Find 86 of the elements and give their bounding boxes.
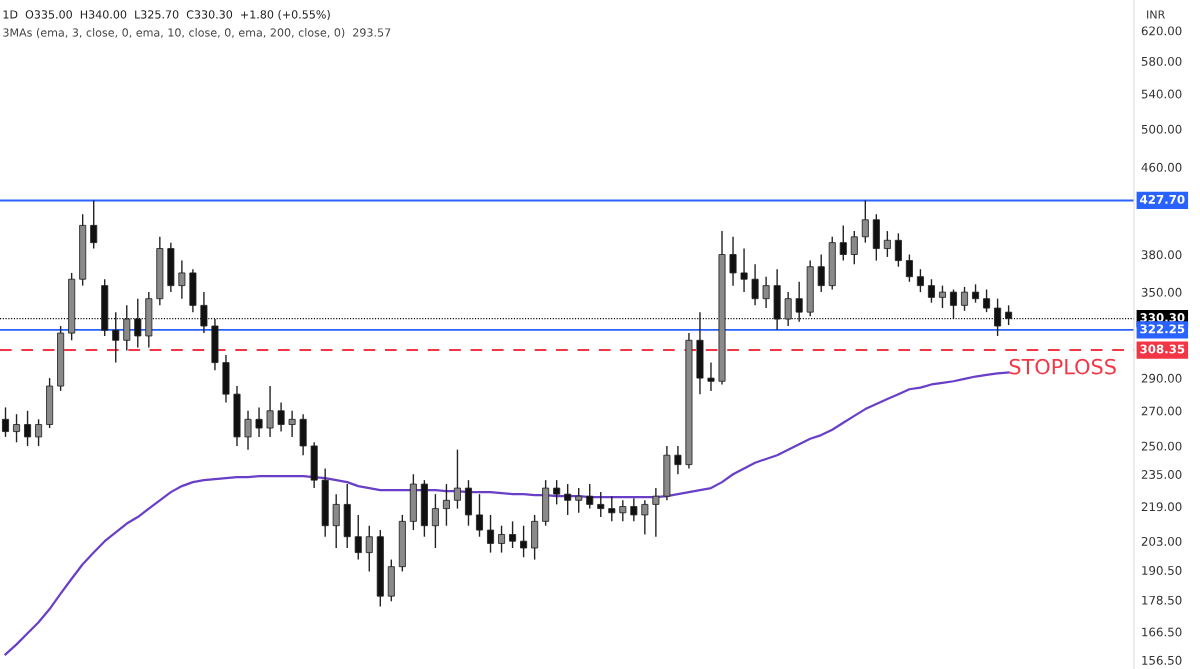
candlestick	[707, 361, 715, 392]
y-tick-label: 290.00	[1141, 373, 1182, 383]
candlestick	[608, 495, 616, 523]
y-tick-label: 178.50	[1142, 595, 1182, 605]
candlestick	[597, 491, 605, 518]
candlestick	[751, 263, 759, 307]
candlestick	[861, 199, 869, 244]
candlestick	[883, 230, 891, 258]
candlestick	[652, 487, 660, 538]
text: 3MAs (ema, 3, close, 0, ema, 10, close, 0, ema, 200, close, 0) 293.57	[3, 28, 391, 39]
y-tick-label: 250.00	[1141, 441, 1182, 451]
candlestick	[619, 499, 627, 523]
candlestick	[365, 524, 373, 573]
candlestick	[431, 493, 439, 549]
candlestick	[2, 406, 10, 438]
candlestick	[553, 479, 561, 506]
y-tick-label: 460.00	[1141, 162, 1182, 172]
candlestick	[916, 268, 924, 293]
y-tick-label: 270.00	[1141, 406, 1182, 416]
candlestick	[630, 497, 638, 523]
y-tick-label: 380.00	[1141, 250, 1182, 260]
candlestick	[498, 524, 506, 554]
candlestick	[784, 291, 792, 327]
candlestick	[983, 288, 991, 313]
candlestick	[134, 297, 142, 349]
y-tick-label: 620.00	[1141, 26, 1182, 36]
candlestick	[178, 259, 186, 300]
candlestick	[24, 410, 32, 447]
candlestick	[729, 236, 737, 287]
annotation: STOPLOSS	[1009, 358, 1116, 375]
y-tick-label: 235.00	[1141, 469, 1182, 479]
candlestick	[332, 493, 340, 549]
candlestick	[586, 483, 594, 510]
candlestick	[476, 493, 484, 538]
candlestick	[949, 288, 957, 320]
y-tick-label: 219.00	[1141, 502, 1182, 512]
candlestick	[938, 284, 946, 309]
candlestick	[961, 286, 969, 312]
y-tick-label: 203.00	[1141, 536, 1182, 546]
candlestick	[894, 232, 902, 268]
candlestick	[641, 499, 649, 536]
candlestick	[266, 385, 274, 438]
candlestick	[509, 520, 517, 549]
candlestick	[850, 230, 858, 265]
candlestick	[564, 483, 572, 516]
candlestick	[90, 199, 98, 250]
text: 1D O335.00 H340.00 L325.70 C330.30 +1.80 (+0.55%)	[3, 10, 330, 20]
candlestick	[123, 304, 131, 352]
candlestick	[905, 253, 913, 283]
candlestick	[244, 410, 252, 451]
y-tick-label: 156.50	[1142, 655, 1182, 665]
ref-line-label: 427.70	[1140, 194, 1185, 204]
candlestick	[994, 297, 1002, 337]
candlestick	[112, 311, 120, 364]
candlestick	[442, 483, 450, 527]
y-tick-label: 500.00	[1141, 124, 1182, 134]
candlestick	[839, 224, 847, 262]
ref-line-label: 330.30	[1140, 313, 1185, 323]
candlestick	[762, 276, 770, 309]
candlestick	[1005, 304, 1013, 326]
candlestick	[255, 406, 263, 438]
y-tick-label: 580.00	[1141, 56, 1182, 66]
candlestick	[817, 253, 825, 293]
candlestick	[13, 413, 21, 444]
candlestick	[277, 401, 285, 433]
y-tick-label: 190.50	[1142, 565, 1182, 575]
candlestick	[453, 448, 461, 510]
y-axis-title: INR	[1147, 10, 1165, 19]
candlestick	[972, 283, 980, 304]
candlestick	[674, 445, 682, 475]
candlestick	[200, 291, 208, 334]
line-series	[4, 371, 1010, 656]
candlestick	[354, 514, 362, 561]
candlestick	[520, 524, 528, 558]
candlestick	[35, 418, 43, 447]
candlestick	[487, 514, 495, 554]
ref-line-label: 308.35	[1140, 344, 1185, 354]
y-tick-label: 350.00	[1141, 287, 1182, 297]
y-tick-label: 540.00	[1141, 89, 1182, 99]
y-tick-label: 166.50	[1142, 627, 1182, 637]
candlestick	[740, 247, 748, 293]
ref-line-label: 322.25	[1140, 324, 1185, 334]
candlestick	[288, 410, 296, 438]
candlestick	[927, 278, 935, 304]
candlestick	[575, 487, 583, 514]
candlestick	[795, 281, 803, 323]
